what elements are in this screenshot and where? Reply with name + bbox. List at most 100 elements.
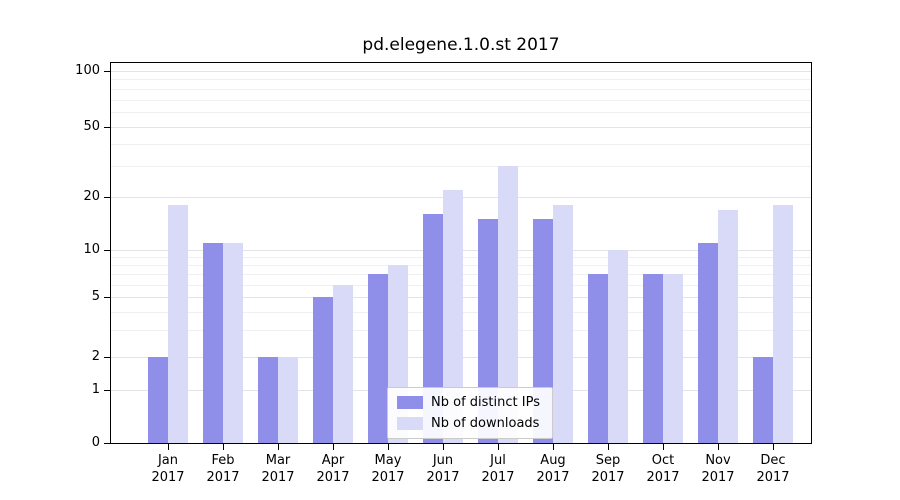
x-tick-label-line: May (374, 453, 402, 468)
x-tick-label: Aug 2017 (521, 452, 585, 486)
x-tick-label-line: 2017 (261, 470, 295, 485)
x-tick-label-line: 2017 (426, 470, 460, 485)
x-tick-label-line: 2017 (206, 470, 240, 485)
bar-distinct-ips (698, 242, 718, 443)
gridline-minor (111, 166, 811, 168)
x-tick-label: Jul 2017 (466, 452, 530, 486)
x-tick-label-line: Oct (651, 453, 675, 468)
x-tick-label-line: Dec (760, 453, 786, 468)
legend-label-distinct-ips: Nb of distinct IPs (431, 395, 540, 410)
legend-item-distinct-ips: Nb of distinct IPs (397, 395, 540, 410)
x-tick-mark (388, 444, 389, 450)
x-tick-label-line: Feb (211, 453, 235, 468)
x-tick-mark (443, 444, 444, 450)
x-tick-mark (718, 444, 719, 450)
x-tick-label-line: 2017 (646, 470, 680, 485)
x-tick-label-line: Jul (490, 453, 506, 468)
x-tick-mark (168, 444, 169, 450)
x-tick-label: May 2017 (356, 452, 420, 486)
bar-downloads (553, 205, 573, 443)
x-tick-label: Jun 2017 (411, 452, 475, 486)
bar-distinct-ips (423, 214, 443, 443)
x-tick-mark (663, 444, 664, 450)
legend-label-downloads: Nb of downloads (431, 416, 540, 431)
y-tick-label: 10 (83, 241, 100, 257)
x-tick-label-line: 2017 (536, 470, 570, 485)
gridline-major (111, 126, 811, 128)
x-tick-mark (278, 444, 279, 450)
y-tick-mark (104, 126, 110, 128)
legend-swatch-distinct-ips (397, 396, 424, 409)
gridline-minor (111, 79, 811, 81)
bar-distinct-ips (258, 356, 278, 443)
x-tick-label-line: 2017 (756, 470, 790, 485)
y-tick-label: 0 (91, 435, 100, 450)
y-tick-label: 1 (91, 381, 100, 397)
y-tick-label: 5 (91, 289, 100, 305)
x-tick-label: Dec 2017 (741, 452, 805, 486)
y-tick-label: 20 (83, 189, 100, 205)
x-tick-label: Apr 2017 (301, 452, 365, 486)
y-tick-mark (104, 249, 110, 251)
bar-downloads (498, 166, 518, 443)
x-tick-mark (553, 444, 554, 450)
x-tick-mark (498, 444, 499, 450)
y-tick-mark (104, 389, 110, 391)
x-tick-label-line: 2017 (481, 470, 515, 485)
legend: Nb of distinct IPs Nb of downloads (387, 387, 553, 439)
bar-downloads (663, 274, 683, 443)
chart-title: pd.elegene.1.0.st 2017 (362, 35, 560, 55)
bar-distinct-ips (643, 274, 663, 443)
bar-downloads (223, 242, 243, 443)
bar-distinct-ips (368, 274, 388, 443)
bar-distinct-ips (753, 356, 773, 443)
x-tick-label-line: Sep (595, 453, 621, 468)
x-tick-label: Oct 2017 (631, 452, 695, 486)
bar-downloads (718, 209, 738, 443)
x-tick-label-line: Jun (432, 453, 454, 468)
x-tick-label-line: 2017 (591, 470, 625, 485)
y-tick-mark (104, 297, 110, 299)
bar-distinct-ips (148, 356, 168, 443)
x-tick-label: Jan 2017 (136, 452, 200, 486)
y-tick-mark (104, 356, 110, 358)
gridline-minor (111, 99, 811, 101)
bar-distinct-ips (588, 274, 608, 443)
bar-downloads (333, 284, 353, 443)
x-tick-label: Feb 2017 (191, 452, 255, 486)
x-tick-mark (333, 444, 334, 450)
gridline-minor (111, 88, 811, 90)
x-tick-label-line: Mar (265, 453, 291, 468)
bar-distinct-ips (203, 242, 223, 443)
bar-downloads (773, 205, 793, 443)
bar-downloads (278, 356, 298, 443)
x-tick-label-line: Aug (540, 453, 566, 468)
x-tick-label-line: Jan (157, 453, 179, 468)
x-tick-label-line: Nov (705, 453, 731, 468)
x-tick-label-line: 2017 (701, 470, 735, 485)
gridline-major (111, 70, 811, 72)
bar-distinct-ips (313, 297, 333, 443)
bar-downloads (443, 189, 463, 443)
y-tick-mark (104, 70, 110, 72)
bar-downloads (608, 249, 628, 443)
x-tick-mark (773, 444, 774, 450)
x-tick-label-line: 2017 (371, 470, 405, 485)
y-tick-label: 100 (75, 62, 100, 78)
y-tick-mark (104, 443, 110, 444)
y-tick-mark (104, 197, 110, 199)
gridline-minor (111, 112, 811, 114)
x-tick-label-line: 2017 (151, 470, 185, 485)
x-tick-label: Mar 2017 (246, 452, 310, 486)
x-tick-mark (223, 444, 224, 450)
bar-downloads (168, 205, 188, 443)
x-tick-label: Nov 2017 (686, 452, 750, 486)
legend-item-downloads: Nb of downloads (397, 416, 540, 431)
x-tick-mark (608, 444, 609, 450)
x-tick-label-line: 2017 (316, 470, 350, 485)
legend-swatch-downloads (397, 417, 424, 430)
y-tick-label: 50 (83, 118, 100, 134)
x-tick-label: Sep 2017 (576, 452, 640, 486)
x-tick-label-line: Apr (321, 453, 345, 468)
